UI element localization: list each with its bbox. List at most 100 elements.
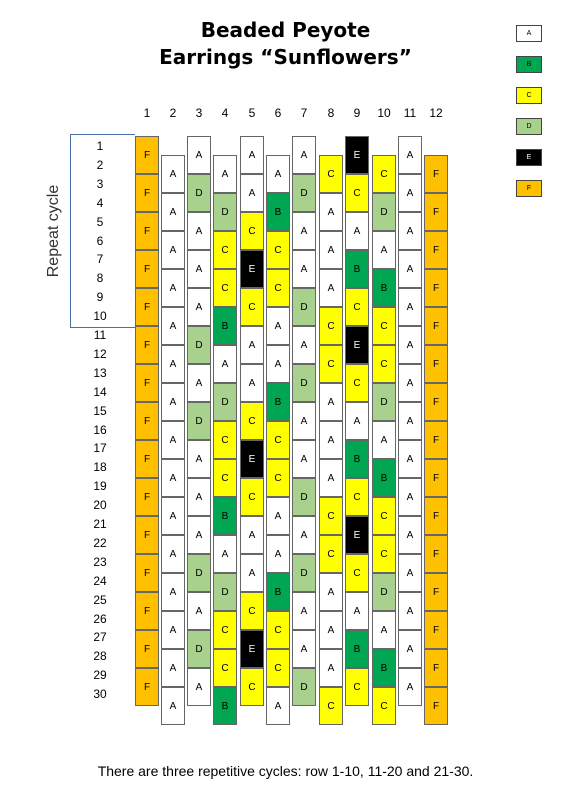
bead: B — [345, 630, 369, 668]
row-number: 4 — [96, 195, 104, 210]
bead: F — [424, 573, 448, 611]
bead: B — [266, 193, 290, 231]
bead: D — [187, 174, 211, 212]
row-number: 14 — [93, 384, 107, 399]
footnote: There are three repetitive cycles: row 1… — [97, 763, 474, 779]
bead: C — [319, 155, 343, 193]
bead: D — [372, 573, 396, 611]
bead: A — [187, 250, 211, 288]
bead: C — [266, 231, 290, 269]
bead: C — [319, 345, 343, 383]
bead: A — [319, 193, 343, 231]
bead: D — [292, 478, 316, 516]
bead: F — [135, 136, 159, 174]
bead: A — [398, 440, 422, 478]
row-number: 20 — [93, 498, 107, 513]
bead: F — [135, 326, 159, 364]
bead: A — [187, 440, 211, 478]
bead: C — [345, 478, 369, 516]
bead: E — [345, 136, 369, 174]
bead: A — [187, 136, 211, 174]
bead: A — [266, 497, 290, 535]
bead: A — [187, 288, 211, 326]
bead: F — [424, 193, 448, 231]
bead: F — [424, 383, 448, 421]
bead: A — [292, 326, 316, 364]
bead: C — [345, 554, 369, 592]
bead: A — [292, 212, 316, 250]
legend-swatch-d: D — [516, 118, 542, 135]
row-number: 26 — [93, 611, 107, 626]
row-number: 10 — [93, 309, 107, 324]
legend-swatch-e: E — [516, 149, 542, 166]
bead: A — [161, 649, 185, 687]
bead: A — [398, 288, 422, 326]
bead: A — [240, 326, 264, 364]
bead: E — [345, 326, 369, 364]
bead: C — [266, 269, 290, 307]
bead: F — [424, 649, 448, 687]
bead: B — [372, 649, 396, 687]
row-number: 22 — [93, 535, 107, 550]
bead: C — [345, 288, 369, 326]
bead: F — [135, 668, 159, 706]
row-number: 21 — [93, 517, 107, 531]
bead: A — [187, 212, 211, 250]
row-number: 17 — [93, 441, 107, 456]
bead: C — [266, 459, 290, 497]
row-number: 2 — [96, 157, 104, 172]
bead: F — [135, 554, 159, 592]
bead: C — [319, 535, 343, 573]
bead: F — [424, 421, 448, 459]
row-number: 16 — [93, 422, 107, 437]
bead: C — [319, 307, 343, 345]
row-number: 9 — [96, 290, 104, 305]
column-number: 10 — [377, 106, 391, 120]
bead: A — [319, 383, 343, 421]
bead: F — [135, 174, 159, 212]
bead: C — [372, 155, 396, 193]
bead: F — [424, 459, 448, 497]
bead: D — [187, 554, 211, 592]
bead: A — [187, 668, 211, 706]
bead: A — [266, 307, 290, 345]
column-number: 2 — [169, 106, 177, 120]
bead: A — [187, 516, 211, 554]
bead: C — [372, 497, 396, 535]
bead: A — [161, 155, 185, 193]
bead: C — [213, 421, 237, 459]
bead: A — [213, 345, 237, 383]
row-number: 28 — [93, 649, 107, 664]
bead: F — [424, 687, 448, 725]
row-number: 23 — [93, 554, 107, 569]
bead: F — [135, 364, 159, 402]
bead: A — [266, 535, 290, 573]
bead: F — [135, 440, 159, 478]
bead: F — [424, 269, 448, 307]
bead: A — [187, 364, 211, 402]
row-number: 7 — [96, 252, 104, 267]
row-number: 13 — [93, 365, 107, 380]
bead: A — [240, 364, 264, 402]
bead: A — [398, 174, 422, 212]
bead: A — [161, 573, 185, 611]
title-line-1: Beaded Peyote — [200, 18, 371, 42]
bead: D — [372, 383, 396, 421]
bead: A — [266, 155, 290, 193]
bead: E — [240, 630, 264, 668]
bead: A — [161, 231, 185, 269]
row-number: 12 — [93, 346, 107, 361]
row-number: 3 — [96, 176, 104, 191]
bead: A — [398, 250, 422, 288]
bead: E — [345, 516, 369, 554]
bead: E — [240, 250, 264, 288]
bead: A — [345, 402, 369, 440]
bead: A — [345, 212, 369, 250]
bead: C — [240, 212, 264, 250]
bead: C — [213, 231, 237, 269]
column-number: 9 — [353, 106, 361, 120]
bead: A — [240, 554, 264, 592]
bead: A — [372, 231, 396, 269]
row-number: 18 — [93, 460, 107, 475]
bead: A — [292, 592, 316, 630]
